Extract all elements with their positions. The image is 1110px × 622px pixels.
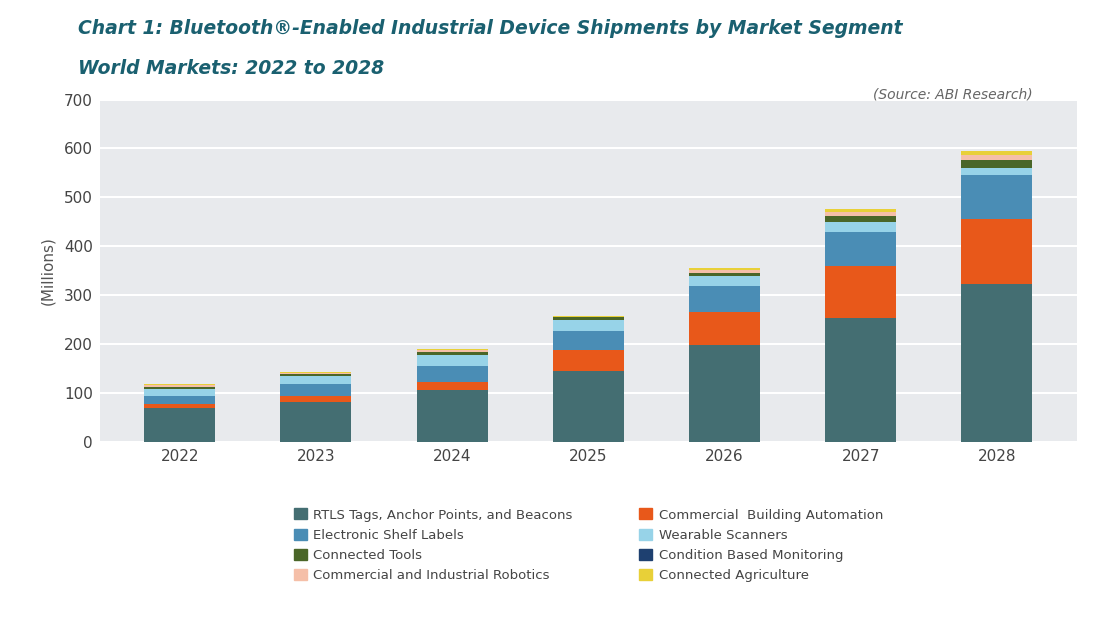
Bar	[825, 266, 896, 318]
Bar	[961, 160, 1032, 169]
Text: World Markets: 2022 to 2028: World Markets: 2022 to 2028	[78, 59, 384, 78]
Bar	[416, 349, 487, 350]
Bar	[553, 315, 624, 317]
Bar	[144, 396, 215, 404]
Bar	[689, 268, 760, 270]
Bar	[281, 396, 352, 402]
Bar	[961, 220, 1032, 284]
Bar	[689, 312, 760, 345]
Bar	[416, 366, 487, 381]
Bar	[825, 221, 896, 233]
Bar	[553, 371, 624, 442]
Bar	[961, 284, 1032, 442]
Text: Chart 1: Bluetooth®-Enabled Industrial Device Shipments by Market Segment: Chart 1: Bluetooth®-Enabled Industrial D…	[78, 19, 902, 38]
Bar	[689, 276, 760, 286]
Text: (Source: ABI Research): (Source: ABI Research)	[872, 87, 1032, 101]
Bar	[416, 391, 487, 442]
Bar	[825, 216, 896, 221]
Bar	[144, 389, 215, 396]
Legend: RTLS Tags, Anchor Points, and Beacons, Electronic Shelf Labels, Connected Tools,: RTLS Tags, Anchor Points, and Beacons, E…	[289, 503, 888, 588]
Bar	[416, 350, 487, 352]
Bar	[281, 402, 352, 442]
Bar	[825, 212, 896, 216]
Bar	[961, 151, 1032, 155]
Bar	[825, 318, 896, 442]
Bar	[553, 317, 624, 320]
Y-axis label: (Millions): (Millions)	[41, 236, 56, 305]
Bar	[281, 373, 352, 374]
Bar	[144, 409, 215, 442]
Bar	[961, 155, 1032, 160]
Bar	[689, 270, 760, 272]
Bar	[144, 386, 215, 387]
Bar	[825, 233, 896, 266]
Bar	[825, 209, 896, 212]
Bar	[553, 331, 624, 350]
Bar	[416, 381, 487, 391]
Bar	[281, 384, 352, 396]
Bar	[689, 286, 760, 312]
Bar	[553, 350, 624, 371]
Bar	[144, 404, 215, 409]
Bar	[416, 355, 487, 366]
Bar	[689, 272, 760, 276]
Bar	[144, 387, 215, 389]
Bar	[961, 169, 1032, 175]
Bar	[281, 374, 352, 376]
Bar	[553, 320, 624, 331]
Bar	[416, 352, 487, 355]
Bar	[281, 372, 352, 373]
Bar	[281, 376, 352, 384]
Bar	[961, 175, 1032, 220]
Bar	[689, 345, 760, 442]
Bar	[144, 384, 215, 386]
